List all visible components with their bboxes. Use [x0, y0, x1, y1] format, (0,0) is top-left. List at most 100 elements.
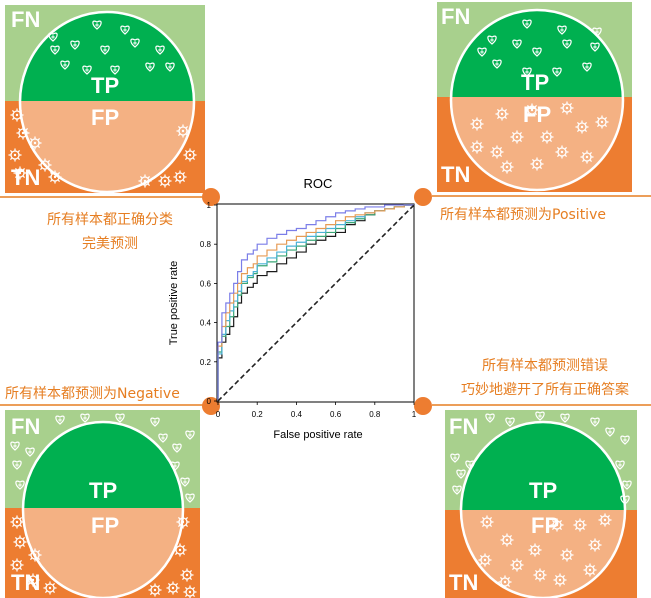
panel-all-wrong: FN TP FP TN: [445, 410, 637, 598]
gear-icon-spoke: [529, 552, 533, 556]
gear-icon-spoke: [556, 146, 560, 150]
gear-icon-spoke: [541, 131, 545, 135]
heart-plus-icon-cross: [73, 43, 77, 47]
gear-icon-spoke: [189, 577, 193, 581]
gear-icon-spoke: [559, 527, 563, 531]
gear-icon-spoke: [182, 171, 186, 175]
x-tick-label: 0.8: [369, 410, 381, 419]
heart-plus-icon: [615, 460, 625, 470]
gear-icon-spoke: [604, 116, 608, 120]
heart-plus-icon-cross: [593, 45, 597, 49]
gear-icon-spoke: [607, 522, 611, 526]
y-tick-label: 0.4: [200, 319, 212, 328]
heart-plus-icon-cross: [623, 498, 627, 502]
heart-plus-icon: [620, 435, 630, 445]
heart-plus-icon-cross: [28, 450, 32, 454]
y-tick-label: 0: [207, 397, 212, 406]
heart-plus-icon: [12, 460, 22, 470]
gear-icon-spoke: [519, 559, 523, 563]
gear-icon-spoke: [177, 133, 181, 137]
gear-icon-center: [178, 548, 182, 552]
gear-icon-spoke: [167, 183, 171, 187]
gear-icon-center: [33, 553, 37, 557]
heart-plus-icon-cross: [18, 483, 22, 487]
heart-plus-icon: [82, 65, 92, 75]
gear-icon-spoke: [11, 559, 15, 563]
gear-icon: [12, 110, 22, 120]
heart-plus-icon: [155, 45, 165, 55]
gear-icon: [175, 545, 185, 555]
gear-icon-spoke: [184, 149, 188, 153]
gear-icon-spoke: [556, 154, 560, 158]
gear-icon: [30, 138, 40, 148]
heart-plus-icon-cross: [453, 456, 457, 460]
gear-icon-spoke: [537, 544, 541, 548]
gear-icon-spoke: [551, 519, 555, 523]
gear-icon-center: [515, 135, 519, 139]
gear-icon: [552, 520, 562, 530]
heart-plus-icon: [622, 480, 632, 490]
gear-icon-spoke: [19, 117, 23, 121]
tp-label: TP: [91, 73, 119, 98]
heart-plus-icon-cross: [85, 68, 89, 72]
heart-plus-icon-cross: [13, 444, 17, 448]
gear-icon-spoke: [57, 171, 61, 175]
gear-icon-spoke: [542, 569, 546, 573]
gear-icon-spoke: [534, 569, 538, 573]
tn-label: TN: [11, 165, 40, 190]
heart-plus-icon-cross: [618, 463, 622, 467]
gear-icon-spoke: [479, 554, 483, 558]
gear-icon-spoke: [19, 559, 23, 563]
gear-icon-spoke: [181, 569, 185, 573]
gear-icon-spoke: [14, 536, 18, 540]
gear-icon-spoke: [52, 582, 56, 586]
gear-icon-spoke: [192, 149, 196, 153]
heart-plus-icon-cross: [490, 38, 494, 42]
gear-icon-spoke: [174, 544, 178, 548]
heart-plus-icon-cross: [103, 48, 107, 52]
gear-icon-spoke: [167, 175, 171, 179]
gear-icon-spoke: [511, 139, 515, 143]
gear-icon-spoke: [185, 516, 189, 520]
y-tick-label: 1: [207, 201, 212, 210]
gear-icon: [160, 176, 170, 186]
caption-perfect-line1: 所有样本都正确分类: [47, 212, 173, 228]
gear-icon-spoke: [174, 171, 178, 175]
y-axis-label: True positive rate: [168, 261, 180, 346]
heart-plus-icon: [560, 413, 570, 423]
x-tick-label: 0.2: [252, 410, 264, 419]
corner-marker-top-right: [414, 188, 432, 206]
gear-icon-center: [143, 179, 147, 183]
gear-icon-spoke: [537, 552, 541, 556]
gear-icon-spoke: [509, 161, 513, 165]
gear-icon: [502, 162, 512, 172]
gear-icon-spoke: [519, 567, 523, 571]
gear-icon-spoke: [581, 159, 585, 163]
gear-icon-center: [545, 135, 549, 139]
gear-icon: [492, 147, 502, 157]
gear-icon-spoke: [479, 149, 483, 153]
x-tick-label: 0.4: [291, 410, 303, 419]
gear-icon-center: [555, 523, 559, 527]
gear-icon-spoke: [481, 524, 485, 528]
fp-label: FP: [531, 513, 559, 538]
gear-icon: [532, 159, 542, 169]
heart-plus-icon: [532, 47, 542, 57]
gear-icon-spoke: [17, 135, 21, 139]
corner-marker-bottom-right: [414, 397, 432, 415]
tn-label: TN: [441, 162, 470, 187]
gear-icon: [555, 575, 565, 585]
gear-icon-spoke: [549, 131, 553, 135]
gear-icon-spoke: [159, 175, 163, 179]
fp-label: FP: [523, 102, 551, 127]
heart-plus-icon: [512, 39, 522, 49]
heart-plus-icon: [70, 40, 80, 50]
gear-icon: [185, 587, 195, 597]
heart-plus-icon-cross: [161, 436, 165, 440]
gear-icon-center: [533, 548, 537, 552]
gear-icon-spoke: [597, 547, 601, 551]
heart-plus-icon: [562, 39, 572, 49]
heart-plus-icon: [620, 495, 630, 505]
gear-icon-spoke: [159, 183, 163, 187]
plot-area: [216, 203, 415, 403]
